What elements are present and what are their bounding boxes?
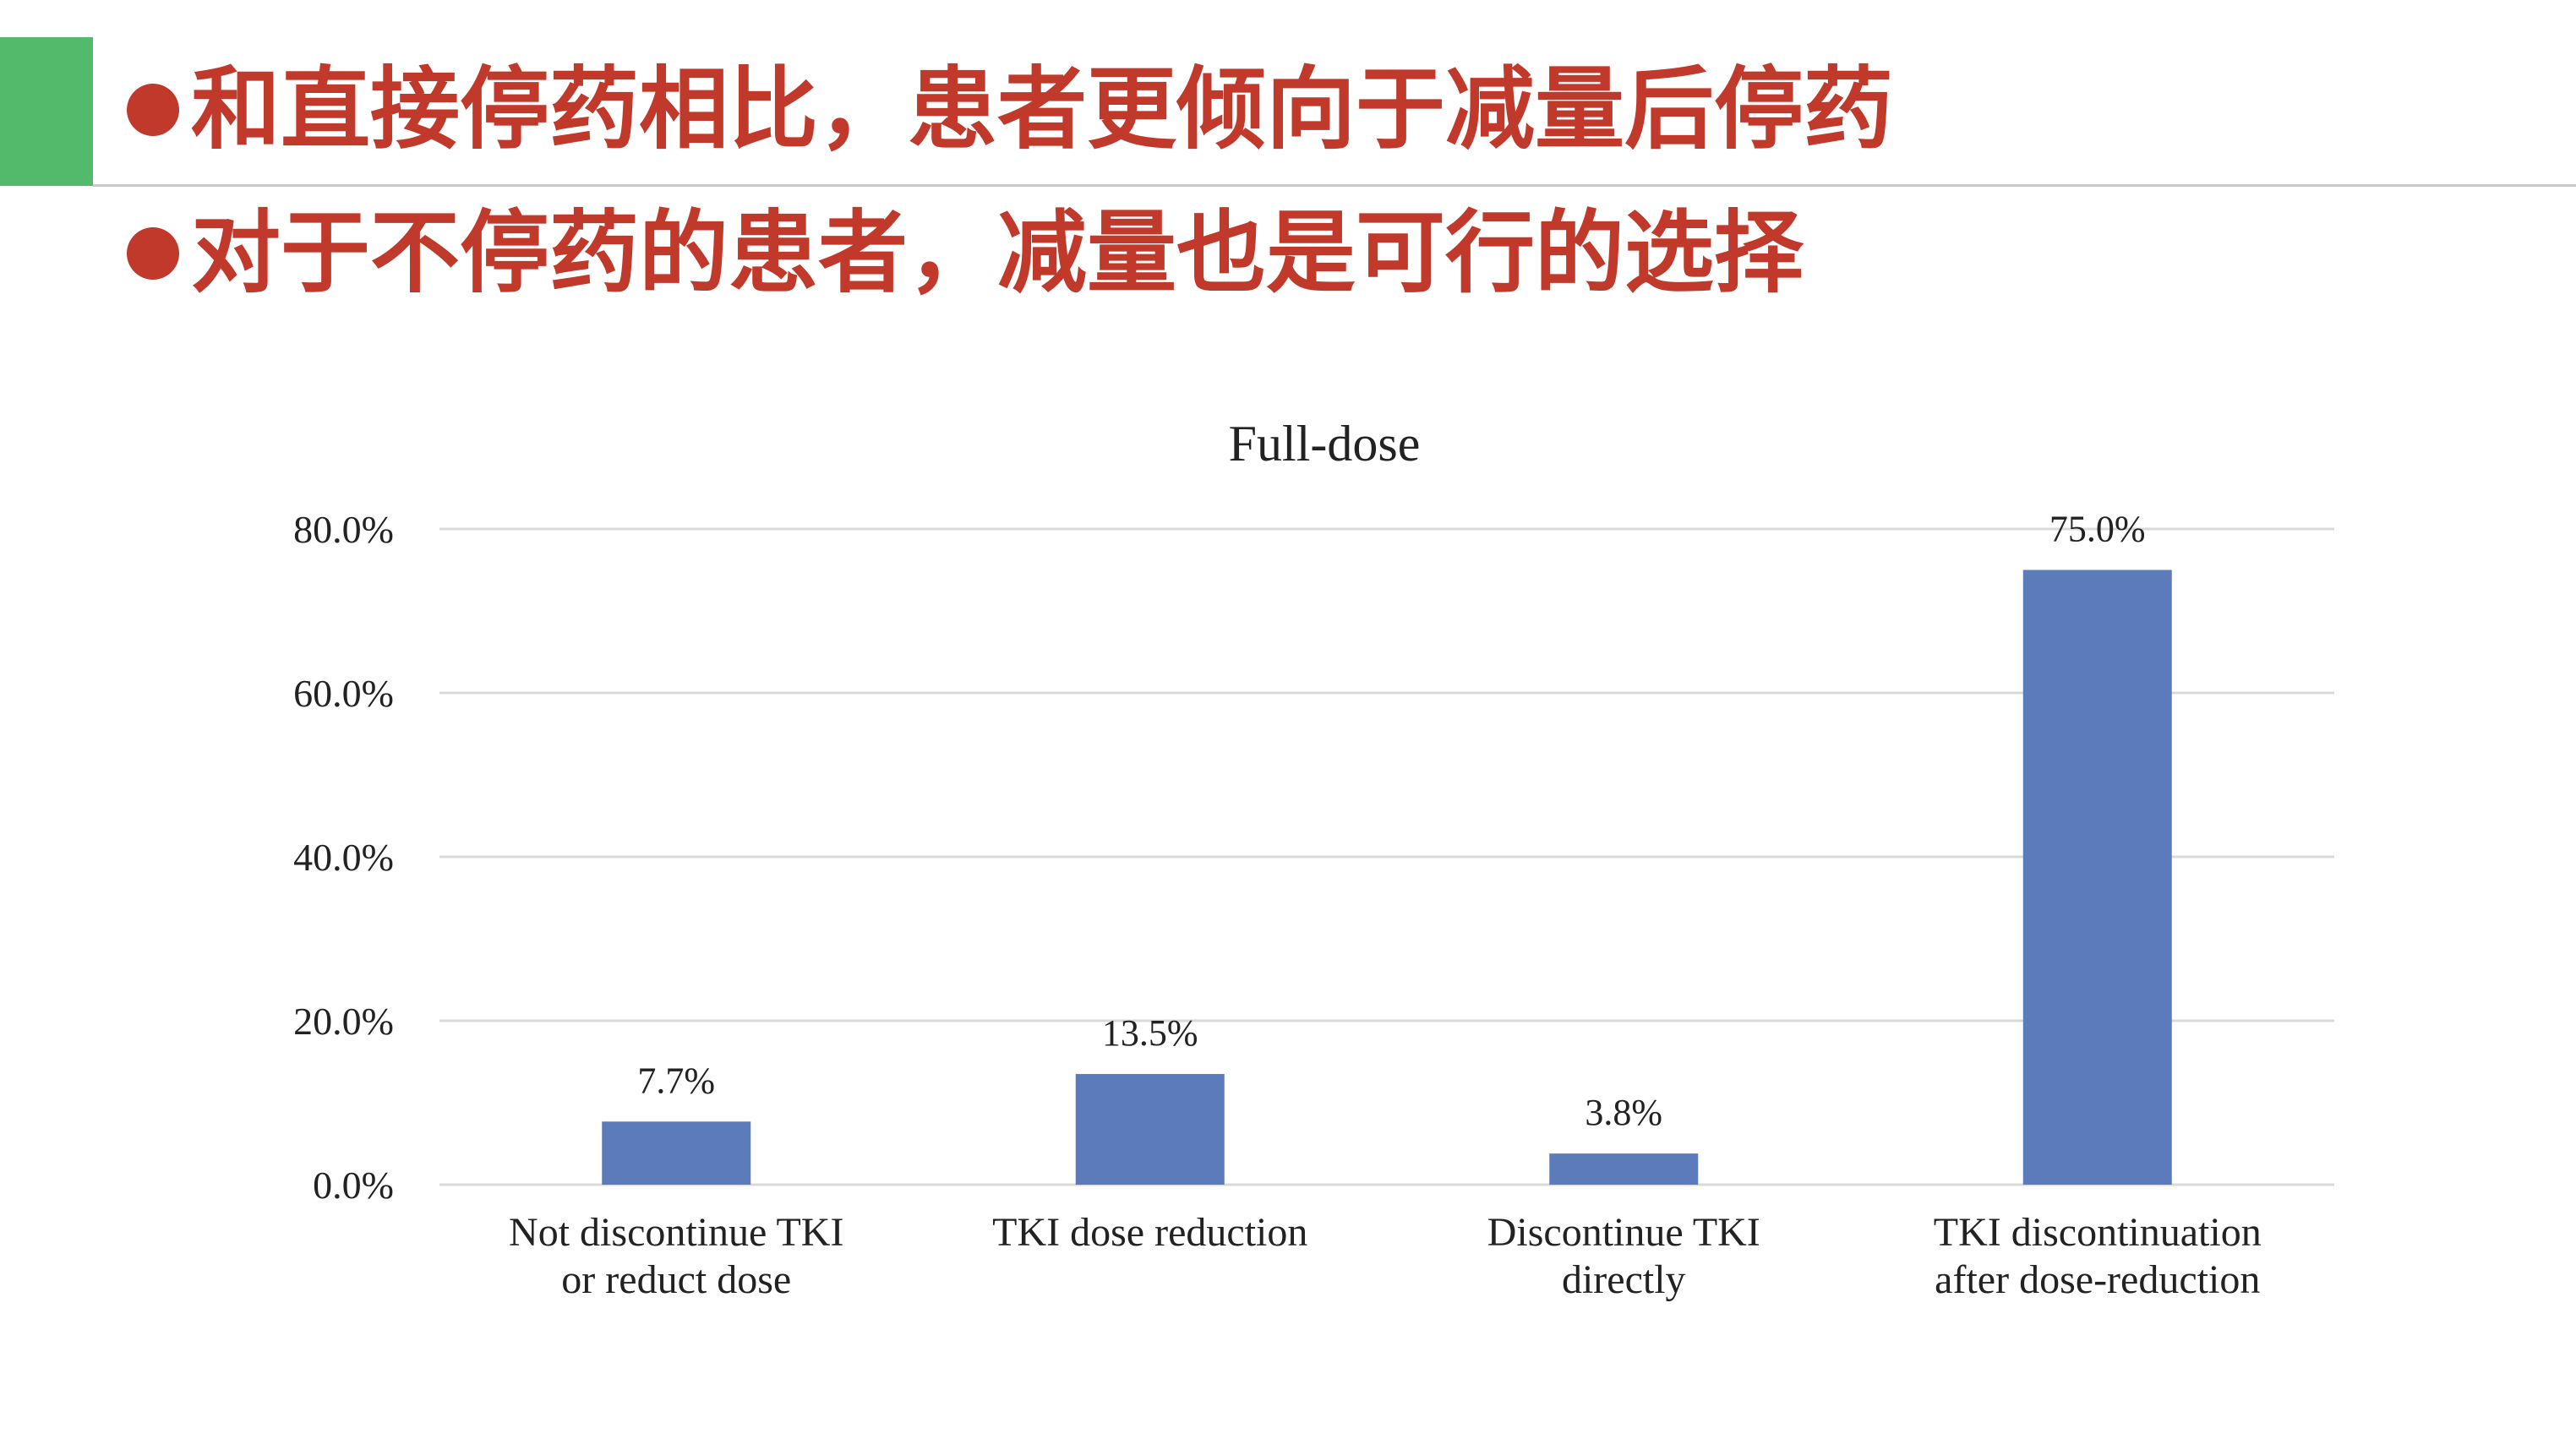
title-accent-block — [0, 37, 93, 186]
bars — [602, 570, 2172, 1185]
bar — [1549, 1153, 1699, 1185]
x-tick-label: TKI discontinuation — [1934, 1210, 2262, 1255]
headline-2: 对于不停药的患者，减量也是可行的选择 — [127, 203, 1804, 304]
x-tick-label: or reduct dose — [561, 1257, 791, 1302]
bar — [602, 1121, 751, 1185]
data-label: 7.7% — [637, 1060, 715, 1101]
y-tick-label: 60.0% — [293, 672, 394, 715]
data-label: 75.0% — [2049, 509, 2146, 550]
headline-1-text: 和直接停药相比，患者更倾向于减量后停药 — [191, 57, 1893, 161]
x-tick-label: after dose-reduction — [1935, 1257, 2260, 1302]
y-tick-label: 0.0% — [313, 1164, 394, 1207]
headline-2-text: 对于不停药的患者，减量也是可行的选择 — [191, 201, 1804, 305]
y-axis-ticks: 0.0% 20.0% 40.0% 60.0% 80.0% — [293, 508, 394, 1207]
y-tick-label: 20.0% — [293, 1000, 394, 1043]
bullet-icon — [127, 84, 179, 136]
data-labels: 7.7% 13.5% 3.8% 75.0% — [637, 509, 2145, 1134]
bullet-icon — [127, 227, 179, 280]
x-tick-label: directly — [1562, 1257, 1686, 1302]
data-label: 3.8% — [1585, 1092, 1662, 1133]
headline-1: 和直接停药相比，患者更倾向于减量后停药 — [127, 59, 1893, 161]
x-tick-label: TKI dose reduction — [992, 1210, 1307, 1255]
y-tick-label: 40.0% — [293, 836, 394, 879]
x-tick-label: Discontinue TKI — [1487, 1210, 1760, 1255]
bar — [2022, 570, 2172, 1185]
data-label: 13.5% — [1102, 1012, 1198, 1054]
gridlines — [439, 527, 2334, 1186]
header-divider — [93, 184, 2576, 187]
bar — [1075, 1074, 1225, 1185]
x-tick-label: Not discontinue TKI — [509, 1210, 843, 1255]
y-tick-label: 80.0% — [293, 508, 394, 551]
chart-title: Full-dose — [1229, 416, 1421, 472]
